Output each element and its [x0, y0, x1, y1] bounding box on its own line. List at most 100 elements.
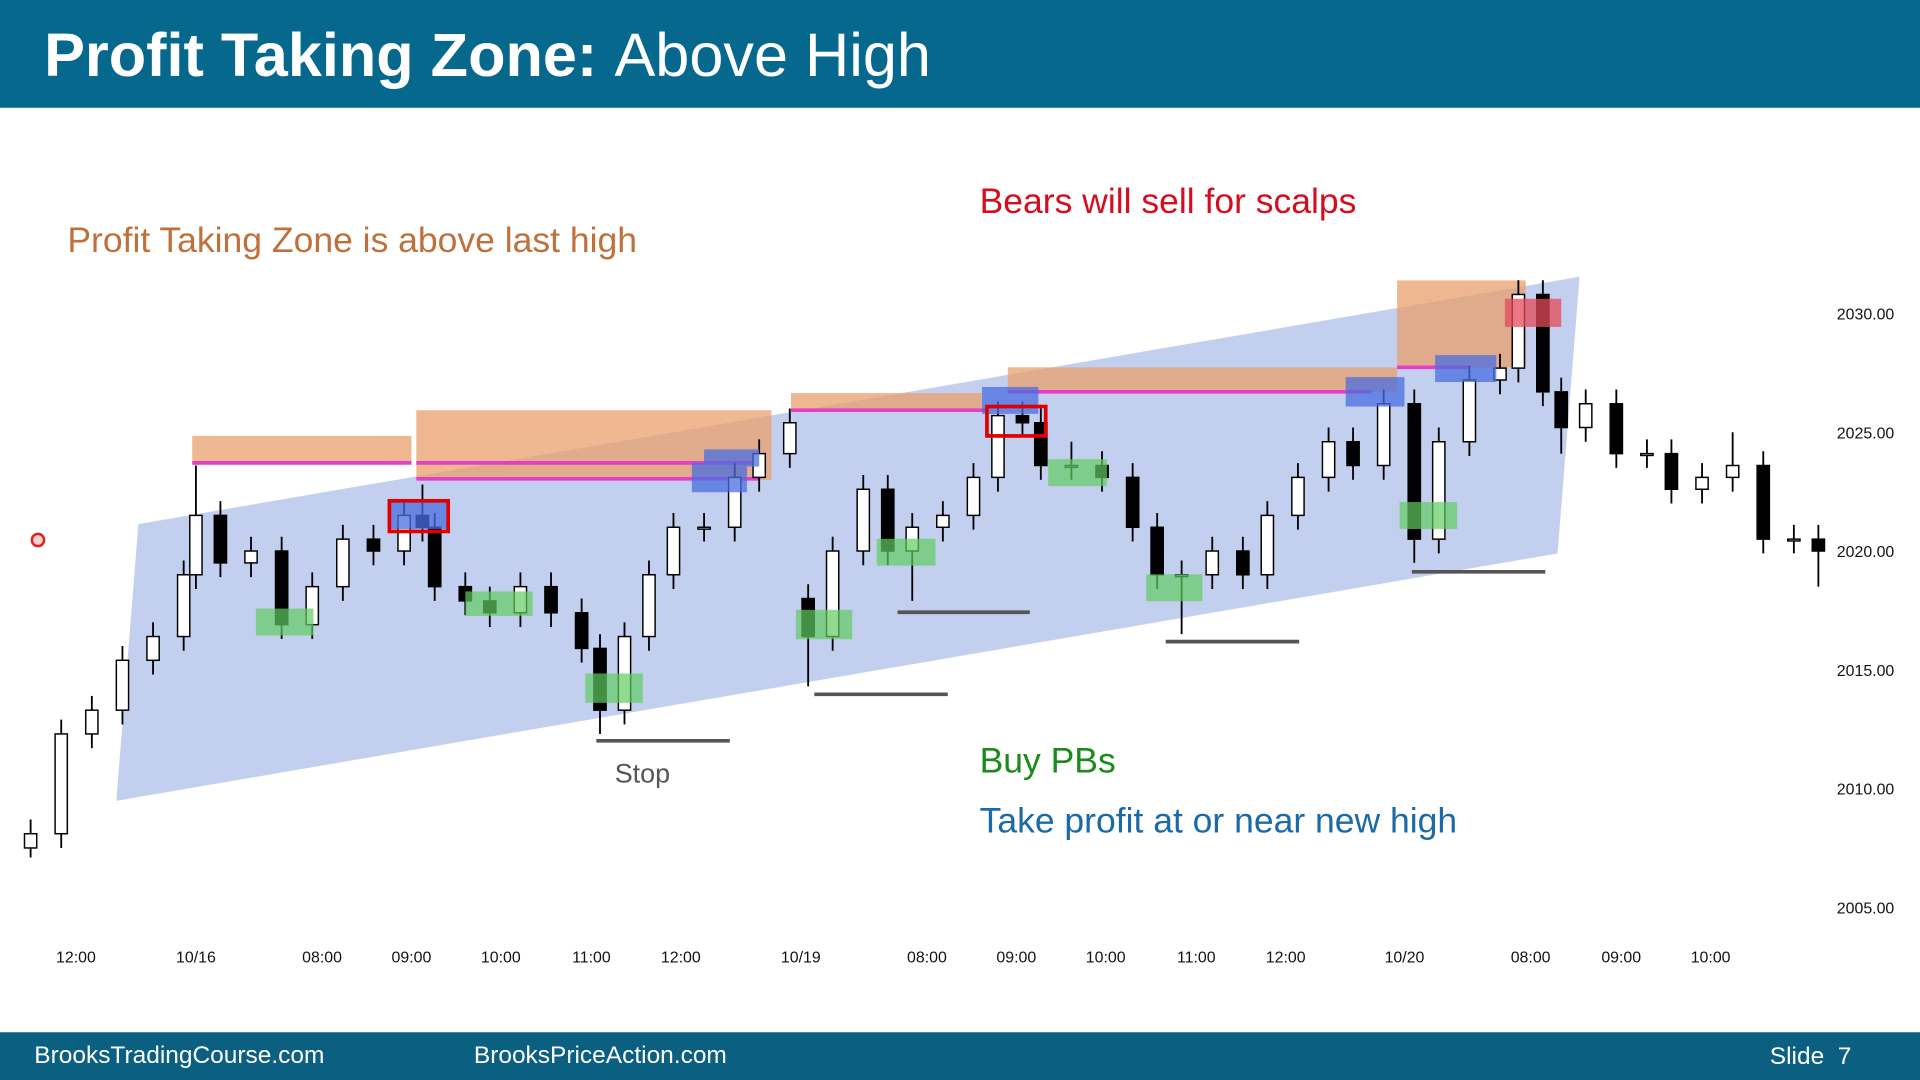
candle-body: [1291, 476, 1305, 517]
zone: [1007, 367, 1398, 392]
target-box: [1435, 355, 1497, 383]
candle-body: [244, 550, 258, 564]
buy-boxes: [255, 459, 1458, 703]
x-tick-label: 11:00: [572, 949, 611, 966]
candle-body: [856, 488, 871, 552]
candle-body: [54, 733, 69, 835]
cursor-dot: [30, 532, 46, 548]
candle-body: [782, 422, 797, 455]
candle-body: [23, 832, 38, 849]
annotation-bears: Bears will sell for scalps: [980, 181, 1357, 221]
y-tick-label: 2010.00: [1837, 782, 1895, 799]
annotation-buy: Buy PBs: [980, 741, 1116, 781]
candle-body: [1125, 476, 1140, 528]
profit-zones: [192, 280, 1526, 480]
footer-slide: Slide 7: [1770, 1043, 1852, 1070]
candle-body: [1376, 403, 1391, 467]
candle-body: [1695, 476, 1709, 490]
candle-body: [1205, 550, 1220, 576]
footer-bar: [0, 1032, 1920, 1080]
sell-box: [1504, 298, 1562, 327]
x-tick-label: 12:00: [56, 949, 96, 966]
x-tick-label: 08:00: [907, 949, 947, 966]
candle-body: [1787, 538, 1801, 542]
x-tick-label: 08:00: [1511, 949, 1551, 966]
candle-body: [697, 526, 711, 530]
y-tick-label: 2020.00: [1837, 544, 1895, 561]
x-tick-label: 12:00: [1266, 949, 1306, 966]
x-tick-label: 09:00: [392, 949, 432, 966]
candle-body: [189, 514, 203, 576]
candle-body: [146, 635, 160, 662]
y-tick-label: 2005.00: [1837, 900, 1895, 917]
overlay-under: [116, 276, 1580, 801]
target-box: [704, 449, 760, 467]
candle-body: [1346, 441, 1360, 467]
candle-body: [427, 526, 442, 588]
y-tick-label: 2025.00: [1837, 425, 1895, 442]
candle-body: [1321, 441, 1336, 479]
title-bold: Profit Taking Zone:: [44, 21, 597, 89]
zone: [192, 435, 412, 463]
candle-body: [1260, 514, 1275, 576]
candle-body: [115, 659, 130, 711]
x-tick-label: 09:00: [996, 949, 1036, 966]
candle-body: [936, 514, 950, 528]
x-tick-label: 10:00: [1691, 949, 1731, 966]
red-frame: [985, 404, 1048, 438]
annotation-zone: Profit Taking Zone is above last high: [67, 220, 637, 260]
x-tick-label: 10/16: [176, 949, 216, 966]
slide-title: Profit Taking Zone: Above High: [44, 21, 931, 89]
candle-body: [544, 585, 558, 614]
y-tick-label: 2015.00: [1837, 663, 1895, 680]
footer-left: BrooksTradingCourse.com: [34, 1042, 324, 1069]
annotation-stop: Stop: [615, 758, 670, 788]
candle-body: [1609, 403, 1624, 455]
buy-box: [1048, 459, 1107, 487]
x-tick-label: 11:00: [1177, 949, 1216, 966]
candle-body: [1725, 464, 1740, 479]
candle-body: [1640, 452, 1654, 457]
buy-box: [585, 673, 643, 703]
candle-body: [1015, 414, 1030, 424]
candle-body: [991, 414, 1005, 479]
candle-body: [966, 476, 981, 517]
candle-body: [642, 574, 656, 638]
stop-lines: [596, 570, 1546, 743]
target-box: [389, 502, 449, 529]
candle-body: [1150, 526, 1164, 576]
candle-body: [1756, 464, 1771, 540]
candle-body: [1236, 550, 1250, 576]
buy-box: [465, 591, 533, 616]
candle-body: [336, 538, 350, 588]
target-box: [1345, 377, 1405, 407]
red-frame: [387, 498, 450, 534]
overlay-over: [30, 298, 1562, 743]
x-tick-label: 09:00: [1601, 949, 1641, 966]
footer-center: BrooksPriceAction.com: [474, 1042, 727, 1069]
x-tick-label: 10:00: [1086, 949, 1126, 966]
zone: [791, 393, 983, 411]
candle-body: [666, 526, 681, 576]
red-frames: [387, 404, 1048, 534]
x-tick-label: 12:00: [661, 949, 701, 966]
candle-body: [176, 574, 191, 638]
zone: [1397, 280, 1526, 368]
x-tick-label: 10/19: [781, 949, 821, 966]
title-rest: Above High: [614, 21, 931, 89]
candle-body: [1578, 403, 1593, 429]
candle-body: [574, 612, 589, 650]
candle-body: [366, 538, 381, 552]
target-boxes: [389, 355, 1497, 529]
candle-body: [84, 709, 99, 735]
candle-body: [213, 514, 228, 564]
target-box: [982, 386, 1039, 414]
y-tick-label: 2030.00: [1837, 307, 1895, 324]
buy-box: [1146, 574, 1203, 602]
buy-box: [1399, 502, 1458, 529]
buy-box: [876, 538, 936, 566]
channel: [116, 276, 1580, 801]
candle-body: [1811, 538, 1826, 552]
